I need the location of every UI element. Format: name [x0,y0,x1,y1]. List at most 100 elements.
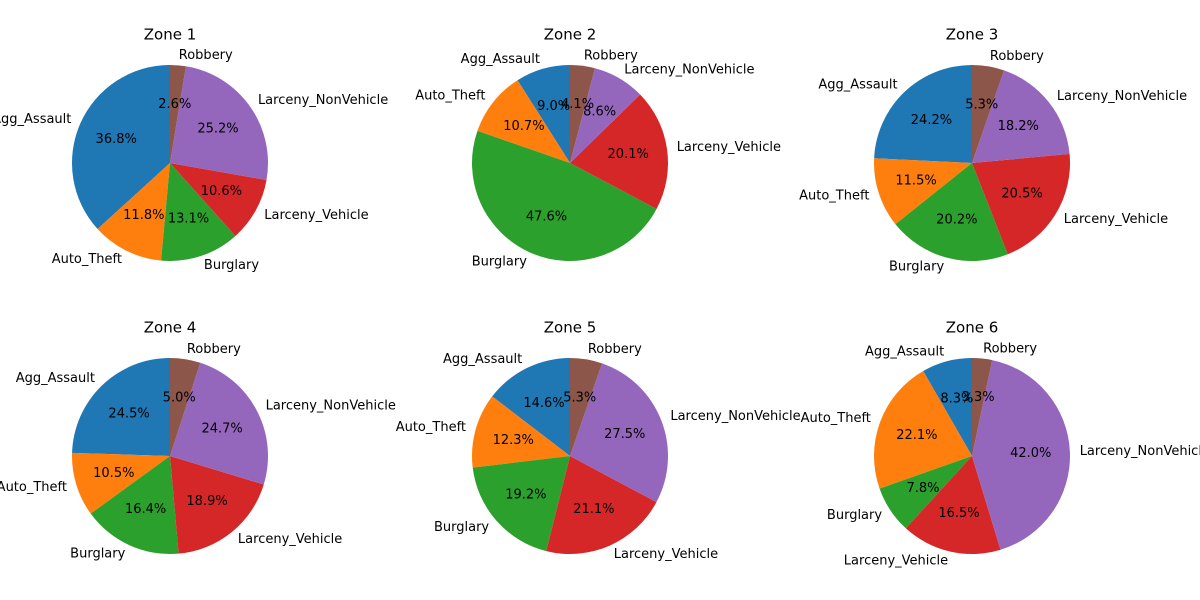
pie-slice-burglary [471,130,657,262]
pie-category-label: Robbery [990,49,1044,64]
pie-category-label: Larceny_NonVehicle [258,93,388,108]
pie-category-label: Burglary [472,254,527,269]
pie-slice-robbery [972,65,1005,163]
pie-category-label: Agg_Assault [818,77,897,92]
pie-category-label: Larceny_Vehicle [1064,212,1168,227]
pie-percent-label: 27.5% [604,427,645,442]
pie-slice-burglary [895,163,1008,262]
pie-percent-label: 12.3% [493,433,534,448]
pie-slice-agg-assault [492,358,570,456]
pie-percent-label: 4.1% [561,97,594,112]
pie-slice-larceny-nonvehicle [170,66,269,180]
pie-slice-auto-theft [472,396,570,468]
pie-percent-label: 3.3% [962,390,995,405]
pie-title: Zone 4 [144,319,197,337]
pie-slice-larceny-nonvehicle [170,362,269,485]
pie-category-label: Agg_Assault [443,352,522,367]
pie-slice-robbery [170,65,186,163]
pie-slice-agg-assault [923,358,972,456]
pie-category-label: Auto_Theft [0,480,67,495]
pie-category-label: Larceny_Vehicle [614,547,718,562]
pie-category-label: Agg_Assault [0,112,71,127]
pie-slice-agg-assault [874,65,972,163]
pie-title: Zone 5 [544,319,597,337]
pie-slice-robbery [972,358,993,456]
pie-category-label: Robbery [187,342,241,357]
pie-slice-robbery [170,358,201,456]
pie-slice-auto-theft [874,371,972,489]
pie-category-label: Larceny_Vehicle [264,208,368,223]
pie-slice-larceny-nonvehicle [570,363,668,503]
pie-category-label: Burglary [889,260,944,275]
pie-percent-label: 19.2% [505,487,546,502]
pie-percent-label: 10.6% [201,184,242,199]
pie-category-label: Auto_Theft [799,189,869,204]
pie-percent-label: 16.5% [938,506,979,521]
pie-category-label: Burglary [827,508,882,523]
pie-percent-label: 10.7% [503,119,544,134]
pie-title: Zone 1 [144,26,197,44]
pie-slice-larceny-vehicle [972,153,1071,255]
pie-category-label: Robbery [584,49,638,64]
pie-category-label: Burglary [70,547,125,562]
pie-percent-label: 20.1% [608,147,649,162]
pie-percent-label: 2.6% [158,97,191,112]
pie-zone-5: Zone 5 14.6% Agg_Assault 12.3% Auto_Theft 19.… [396,319,801,563]
pie-percent-label: 14.6% [523,396,564,411]
pie-zone-1: Zone 1 36.8% Agg_Assault 11.8% Auto_Theft 13.… [0,26,388,273]
pie-slice-larceny-nonvehicle [972,70,1070,163]
pie-title: Zone 3 [946,26,999,44]
pie-percent-label: 10.5% [93,466,134,481]
pie-percent-label: 24.2% [911,113,952,128]
pie-slice-robbery [570,357,603,456]
pie-category-label: Auto_Theft [415,89,485,104]
pie-percent-label: 5.3% [965,98,998,113]
pie-percent-label: 11.8% [123,208,164,223]
pie-percent-label: 8.3% [940,392,973,407]
pie-slice-robbery [570,65,595,163]
pie-slice-auto-theft [72,452,170,514]
pie-category-label: Burglary [204,258,259,273]
pie-slice-larceny-vehicle [170,163,267,236]
pie-category-label: Robbery [983,341,1037,356]
pie-category-label: Agg_Assault [16,371,95,386]
pie-percent-label: 5.3% [563,391,596,406]
pie-category-label: Larceny_NonVehicle [1057,89,1187,104]
pie-slice-burglary [879,456,972,529]
pie-percent-label: 5.0% [163,390,196,405]
pie-category-label: Larceny_NonVehicle [624,62,754,77]
pie-slice-auto-theft [97,163,170,261]
pie-zone-6: Zone 6 8.3% Agg_Assault 22.1% Auto_Theft 7.8%… [801,319,1200,569]
pie-percent-label: 24.7% [201,421,242,436]
pie-category-label: Burglary [434,520,489,535]
pie-category-label: Auto_Theft [396,420,466,435]
pie-percent-label: 18.9% [186,494,227,509]
pie-slice-agg-assault [517,65,570,163]
pie-category-label: Robbery [588,342,642,357]
pie-percent-label: 11.5% [895,174,936,189]
pie-percent-label: 13.1% [168,211,209,226]
pie-percent-label: 18.2% [998,119,1039,134]
pie-slice-agg-assault [72,358,170,456]
pie-percent-label: 21.1% [573,502,614,517]
pie-slice-auto-theft [874,158,972,225]
pie-category-label: Larceny_Vehicle [844,554,948,569]
pie-slice-burglary [472,456,570,552]
pie-category-label: Auto_Theft [801,411,871,426]
pie-category-label: Larceny_Vehicle [677,140,781,155]
pie-slice-burglary [90,456,179,554]
pie-title: Zone 2 [544,26,597,44]
pie-category-label: Larceny_NonVehicle [266,399,396,414]
pie-category-label: Agg_Assault [461,52,540,67]
pie-percent-label: 20.2% [936,212,977,227]
pie-category-label: Larceny_NonVehicle [1080,444,1200,459]
pie-category-label: Larceny_Vehicle [238,532,342,547]
pie-zone-4: Zone 4 24.5% Agg_Assault 10.5% Auto_Theft 16.… [0,319,396,562]
pie-category-label: Larceny_NonVehicle [670,409,800,424]
pie-slice-larceny-vehicle [570,94,669,209]
pie-percent-label: 16.4% [125,502,166,517]
pie-percent-label: 20.5% [1001,186,1042,201]
pie-category-label: Agg_Assault [865,344,944,359]
pie-title: Zone 6 [946,319,999,337]
